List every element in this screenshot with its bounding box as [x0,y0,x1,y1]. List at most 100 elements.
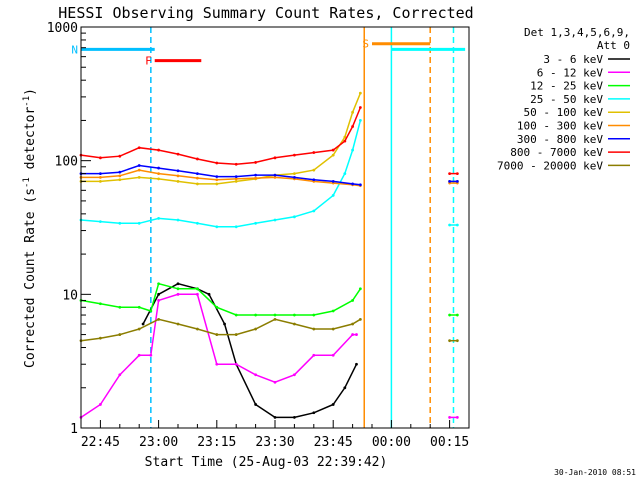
data-point [215,182,219,186]
chart-title: HESSI Observing Summary Count Rates, Cor… [58,4,473,22]
data-point [215,333,219,336]
data-point [351,299,354,302]
data-point [331,148,335,152]
data-point [273,173,277,177]
legend-label: 100 - 300 keV [517,120,603,133]
data-point [99,403,102,406]
data-point [196,182,199,186]
data-point [157,216,161,220]
data-point [137,164,141,167]
data-point [157,292,161,296]
x-tick-label: 00:00 [372,435,411,450]
data-point [358,317,362,321]
data-point [254,403,257,406]
data-point [448,223,451,227]
y-tick-label: 1 [70,422,78,437]
data-point [118,373,122,377]
data-point [293,172,296,176]
data-point [176,169,180,173]
data-point [118,154,122,158]
data-point [331,353,335,357]
annotation-label: N [71,43,78,56]
data-point [331,309,335,313]
data-point [215,362,219,366]
data-point [293,313,296,317]
data-point [196,221,199,225]
y-axis: 1 10 100 1000 [47,21,91,437]
data-point [215,161,219,165]
data-point [448,172,451,176]
series-line [80,107,362,166]
legend-header-line1: Det 1,3,4,5,6,9, [524,26,630,39]
data-point [176,282,180,286]
data-point [343,139,347,143]
data-point [234,175,238,178]
data-point [196,287,199,291]
data-point [358,119,362,122]
data-point [343,172,347,176]
data-point [176,287,180,291]
legend-header-line2: Att 0 [597,39,630,52]
data-point [99,172,102,176]
data-point [358,91,362,95]
data-point [331,327,335,331]
data-point [118,170,122,174]
data-point [254,161,257,164]
legend-label: 3 - 6 keV [543,53,603,66]
data-point [331,179,335,183]
data-point [118,174,122,178]
data-point [137,305,141,309]
data-point [273,175,277,179]
data-point [293,175,296,179]
data-point [273,380,277,384]
data-point [351,182,354,186]
y-axis-label-sup2: -1 [22,96,32,107]
data-point [455,416,459,419]
data-point [234,333,238,336]
data-point [351,148,354,152]
data-point [176,322,180,326]
data-point [137,168,141,172]
data-point [455,223,459,227]
data-point [176,174,180,178]
data-point [312,327,316,331]
data-point [118,333,122,336]
plot-frame [80,26,470,429]
y-axis-label-end: ) [23,88,38,96]
data-point [254,221,257,225]
data-point [273,156,277,160]
data-point [312,209,316,213]
data-point [149,353,153,357]
data-point [273,313,277,317]
data-point [176,292,180,296]
footer-date: 30-Jan-2010 08:51 [554,468,636,477]
y-axis-label-mid: detector [23,107,38,178]
data-point [351,322,354,326]
data-point [137,175,141,179]
data-point [196,176,199,180]
legend-label: 6 - 12 keV [537,66,604,79]
data-point [273,317,277,321]
data-point [176,152,180,156]
data-point [312,168,316,172]
series-line [142,282,358,419]
data-point [254,327,257,331]
data-point [234,225,238,229]
data-point [176,218,180,222]
data-point [293,322,296,326]
data-point [254,176,257,180]
annotation-label: S [362,38,369,51]
data-point [273,218,277,222]
data-point [355,362,358,366]
data-point [157,148,161,152]
data-point [137,221,141,225]
data-point [355,333,358,336]
data-point [99,179,102,183]
data-point [118,305,122,309]
data-point [149,309,153,313]
data-point [137,327,141,331]
data-point [234,179,238,183]
data-point [215,178,219,182]
